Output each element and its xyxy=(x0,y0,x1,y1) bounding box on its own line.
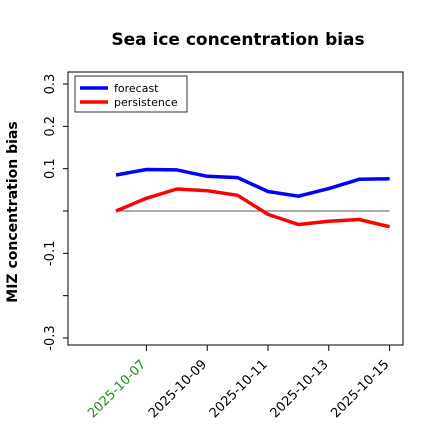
x-axis-ticks: 2025-10-072025-10-092025-10-112025-10-13… xyxy=(85,345,392,421)
y-tick-label: -0.3 xyxy=(43,325,58,350)
x-tick-label: 2025-10-13 xyxy=(268,357,332,421)
legend: forecast persistence xyxy=(74,75,188,113)
chart-title: Sea ice concentration bias xyxy=(111,30,364,50)
y-tick-label: 0.1 xyxy=(43,158,58,179)
x-tick-label: 2025-10-07 xyxy=(85,357,149,421)
y-tick-label: 0.2 xyxy=(43,116,58,137)
y-axis-label: MIZ concentration bias xyxy=(5,121,21,302)
y-tick-label: 0.3 xyxy=(43,74,58,95)
x-tick-label: 2025-10-15 xyxy=(328,357,392,421)
y-axis-ticks: -0.3 -0.1 0.1 0.2 0.3 xyxy=(43,74,68,351)
series-line-persistence xyxy=(115,187,391,229)
y-tick-label: -0.1 xyxy=(43,241,58,266)
series-layer xyxy=(115,167,391,229)
legend-label-persistence: persistence xyxy=(114,96,178,109)
x-tick-label: 2025-10-11 xyxy=(207,357,271,421)
x-tick-label: 2025-10-09 xyxy=(146,357,210,421)
legend-label-forecast: forecast xyxy=(114,82,159,95)
series-line-forecast xyxy=(115,167,390,198)
legend-box xyxy=(74,75,188,113)
